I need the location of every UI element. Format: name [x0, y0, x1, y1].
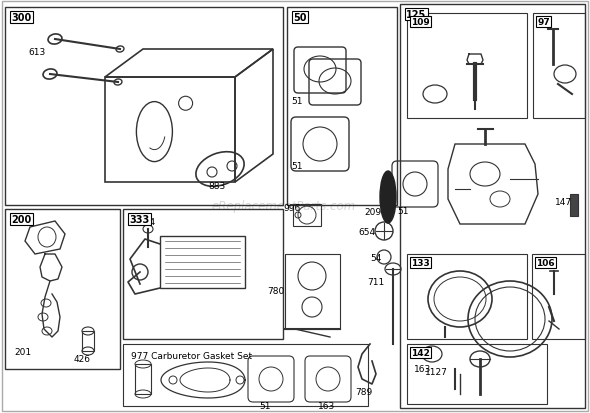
Bar [532, 254, 585, 339]
Text: 209: 209 [364, 207, 381, 216]
Bar [123, 344, 368, 406]
Text: 200: 200 [11, 214, 31, 224]
Text: 97: 97 [537, 18, 550, 27]
Bar [570, 195, 578, 216]
Text: 142: 142 [411, 348, 430, 357]
Text: 426: 426 [74, 354, 91, 363]
Bar [400, 5, 585, 408]
Bar [407, 254, 527, 339]
Text: 300: 300 [11, 13, 31, 23]
Text: 125: 125 [406, 10, 426, 20]
Text: 50: 50 [293, 13, 306, 23]
Text: 996: 996 [283, 204, 300, 212]
Bar [293, 204, 321, 226]
Text: 1127: 1127 [425, 367, 448, 376]
Bar [407, 14, 527, 119]
Bar [123, 209, 283, 339]
FancyBboxPatch shape [309, 60, 361, 106]
Text: 163: 163 [414, 364, 431, 373]
Bar [82, 331, 94, 351]
Text: 333: 333 [129, 214, 149, 224]
Text: 51: 51 [291, 161, 303, 171]
Bar [5, 209, 120, 369]
Bar [533, 14, 585, 119]
Text: 711: 711 [367, 277, 384, 286]
Bar [160, 236, 245, 288]
Text: 780: 780 [267, 286, 284, 295]
Text: 977 Carburetor Gasket Set: 977 Carburetor Gasket Set [131, 351, 252, 360]
Text: 51: 51 [397, 206, 408, 216]
Text: 106: 106 [536, 259, 555, 267]
Text: 133: 133 [411, 259, 430, 267]
Text: 163: 163 [318, 401, 335, 410]
Bar [135, 364, 151, 394]
Bar [407, 344, 547, 404]
Ellipse shape [380, 171, 396, 223]
Text: 654: 654 [358, 228, 375, 236]
Bar [5, 8, 283, 206]
Text: 613: 613 [28, 48, 45, 57]
Text: 147: 147 [555, 197, 572, 206]
Text: 334: 334 [138, 218, 155, 226]
Text: 51: 51 [291, 97, 303, 106]
Text: 109: 109 [411, 18, 430, 27]
Text: 54: 54 [370, 254, 381, 262]
Bar [285, 254, 340, 329]
Text: eReplacementParts.com: eReplacementParts.com [211, 200, 355, 213]
Text: 201: 201 [14, 347, 31, 356]
Text: 883: 883 [208, 182, 225, 190]
Bar [287, 8, 397, 206]
Text: 51: 51 [259, 401, 270, 410]
Text: 789: 789 [355, 387, 372, 396]
